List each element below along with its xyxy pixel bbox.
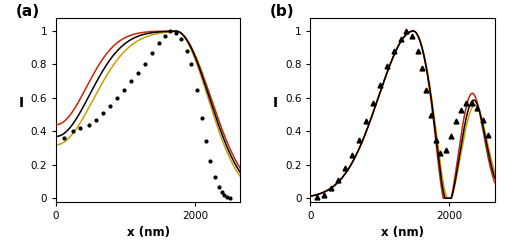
- X-axis label: x (nm): x (nm): [380, 226, 423, 239]
- X-axis label: x (nm): x (nm): [127, 226, 169, 239]
- Text: (a): (a): [16, 4, 40, 19]
- Text: (b): (b): [269, 4, 294, 19]
- Y-axis label: I: I: [18, 96, 23, 110]
- Y-axis label: I: I: [272, 96, 277, 110]
